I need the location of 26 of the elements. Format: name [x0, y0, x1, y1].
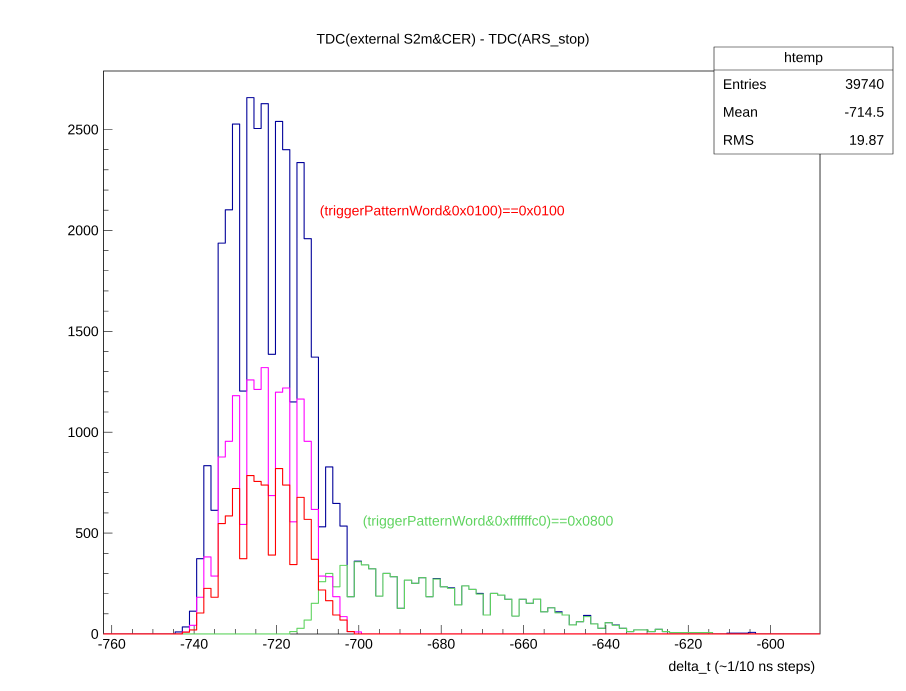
x-tick-label: -720	[263, 638, 290, 649]
x-tick-label: -740	[180, 638, 208, 649]
chart-title: TDC(external S2m&CER) - TDC(ARS_stop)	[316, 33, 589, 47]
x-tick-label: -760	[98, 638, 126, 649]
text: 19.87	[850, 135, 884, 145]
annotation: (triggerPatternWord&0x0100)==0x0100	[320, 205, 564, 218]
annotation: Entries	[724, 78, 766, 90]
text: 39740	[846, 79, 884, 89]
text: -714.5	[845, 107, 884, 117]
x-axis-title: delta_t (~1/10 ns steps)	[669, 660, 814, 674]
annotation: Mean	[724, 107, 757, 117]
annotation: (triggerPatternWord&0xffffffc0)==0x0800	[364, 515, 613, 528]
annotation: RMS	[724, 135, 754, 145]
x-tick-label: -620	[674, 638, 702, 649]
y-tick-label: 2000	[68, 225, 98, 236]
y-tick-label: 0	[91, 629, 98, 639]
y-tick-label: 1500	[68, 326, 98, 336]
x-tick-label: -640	[592, 638, 620, 649]
y-tick-label: 1000	[68, 427, 98, 438]
x-tick-label: -660	[510, 638, 537, 649]
x-tick-label: -680	[428, 638, 455, 649]
x-tick-label: -600	[757, 638, 784, 649]
x-tick-label: -700	[345, 638, 372, 649]
text: htemp	[785, 52, 822, 66]
y-tick-label: 500	[76, 528, 98, 538]
y-tick-label: 2500	[68, 124, 98, 134]
